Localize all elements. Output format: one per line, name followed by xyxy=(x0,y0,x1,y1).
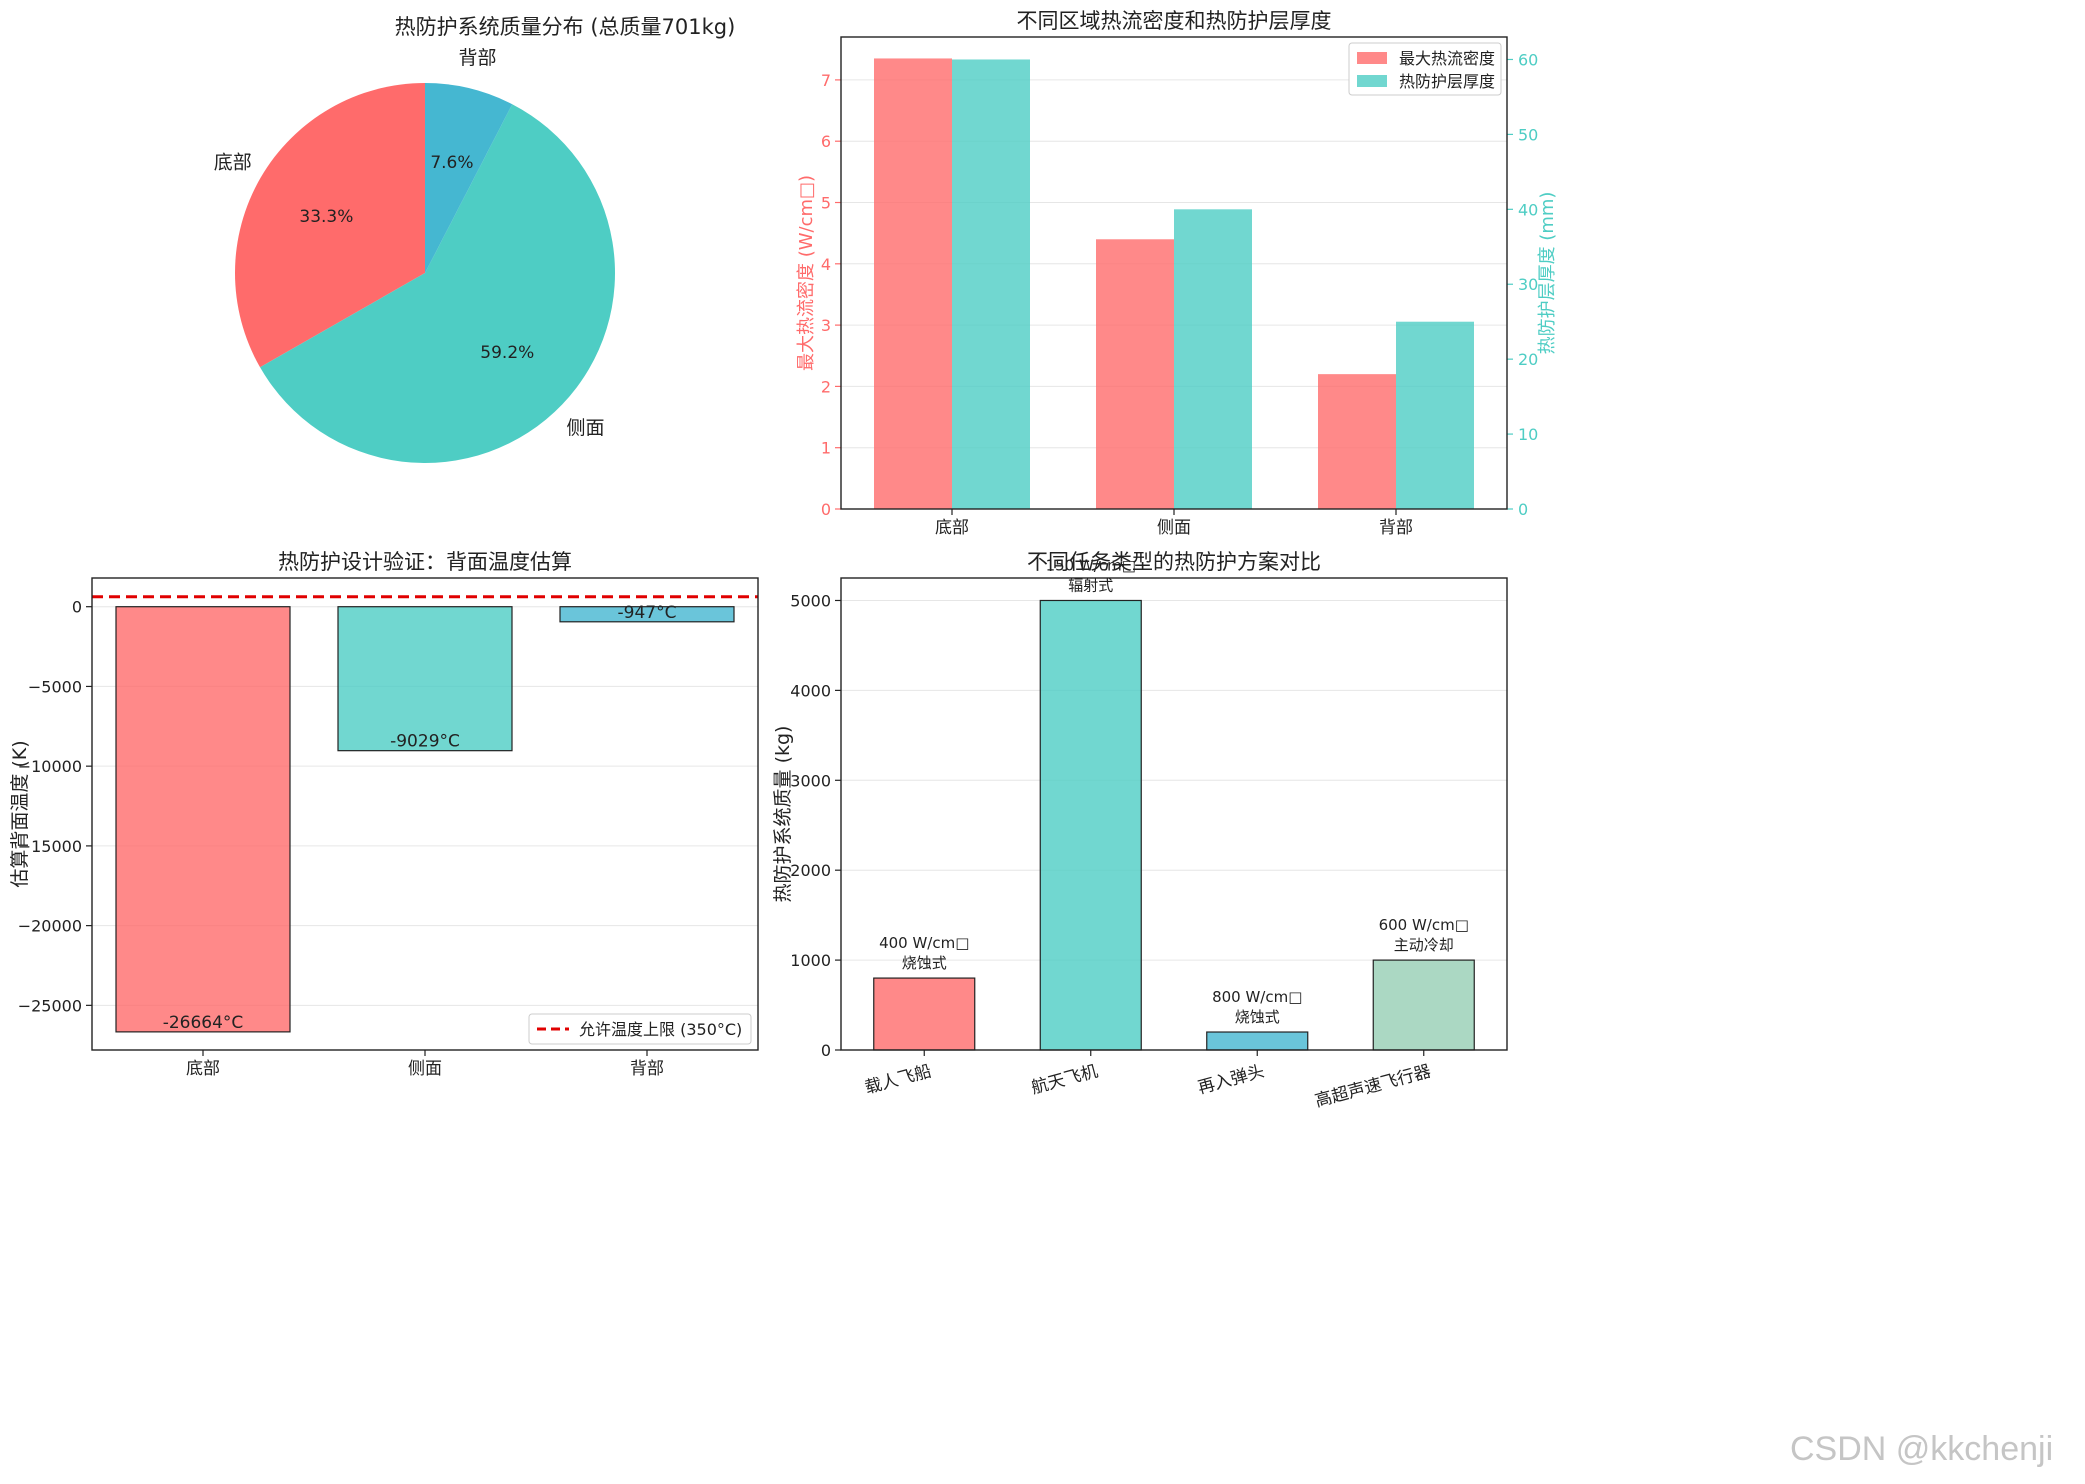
y-tick-label: 0 xyxy=(821,1041,831,1060)
pie-category-label: 背部 xyxy=(459,47,497,69)
bar-thickness xyxy=(1396,321,1474,509)
bar-annotation-method: 辐射式 xyxy=(1068,576,1113,594)
legend-box xyxy=(528,1013,752,1045)
y2-tick-label: 40 xyxy=(1518,200,1538,219)
y-tick-label: −15000 xyxy=(18,837,82,856)
y2-tick-label: 20 xyxy=(1518,350,1538,369)
bar-value-label: -947°C xyxy=(618,603,677,623)
x-tick-label: 底部 xyxy=(186,1059,220,1079)
bar-annotation-heatflux: 600 W/cm□ xyxy=(1379,916,1469,934)
y-axis-label: 热防护系统质量 (kg) xyxy=(772,726,794,903)
y-tick-label: −25000 xyxy=(18,996,82,1015)
y2-tick-label: 50 xyxy=(1518,125,1538,144)
y2-tick-label: 30 xyxy=(1518,275,1538,294)
bar-thickness xyxy=(1174,209,1252,510)
pie-slice xyxy=(260,104,616,464)
watermark-text: CSDN @kkchenji xyxy=(1790,1430,2054,1468)
chart-title: 热防护设计验证：背面温度估算 xyxy=(278,550,572,574)
pie-category-label: 侧面 xyxy=(566,417,604,439)
pie-slice xyxy=(425,83,513,273)
y-tick-label: 1000 xyxy=(790,951,831,970)
pie-chart-panel: 热防护系统质量分布 (总质量701kg) 底部 33.3% 侧面 59.2% 背部 7.6% xyxy=(214,15,736,464)
plot-frame xyxy=(91,577,759,1051)
pie-slice xyxy=(234,83,425,368)
mass-bar xyxy=(1372,959,1475,1051)
y-tick-label: −20000 xyxy=(18,917,82,936)
x-tick-label: 背部 xyxy=(630,1059,664,1079)
bar-value-label: -9029°C xyxy=(390,732,460,752)
legend-swatch xyxy=(1357,75,1387,87)
bar-annotation-method: 主动冷却 xyxy=(1394,936,1454,954)
y-tick-label: −5000 xyxy=(28,677,82,696)
mass-bar xyxy=(873,977,976,1051)
x-tick-label: 背部 xyxy=(1379,518,1413,538)
bar-heatflux xyxy=(1096,239,1174,510)
chart-title: 不同区域热流密度和热防护层厚度 xyxy=(1017,9,1332,33)
y-tick-label: 7 xyxy=(821,71,831,90)
y2-tick-label: 60 xyxy=(1518,50,1538,69)
temperature-bar xyxy=(337,606,513,752)
y2-tick-label: 0 xyxy=(1518,500,1528,519)
temperature-bar xyxy=(115,606,291,1033)
legend-label: 最大热流密度 xyxy=(1399,49,1495,68)
mass-bar xyxy=(1206,1031,1309,1051)
pie-percent-label: 7.6% xyxy=(430,153,473,173)
bar-annotation-heatflux: 150 W/cm□ xyxy=(1046,556,1136,574)
y-tick-label: 3 xyxy=(821,316,831,335)
y-tick-label: 2 xyxy=(821,377,831,396)
x-tick-label: 侧面 xyxy=(408,1059,442,1079)
legend-swatch xyxy=(1357,52,1387,64)
backside-temperature-panel: 热防护设计验证：背面温度估算 0 −5000 −10000 −15000 −20000 −2… xyxy=(9,550,759,1079)
pie-percent-label: 33.3% xyxy=(299,207,353,227)
bar-annotation-heatflux: 400 W/cm□ xyxy=(879,934,969,952)
y-tick-label: 5 xyxy=(821,194,831,213)
x-tick-label: 底部 xyxy=(935,518,969,538)
legend-label: 允许温度上限 (350°C) xyxy=(579,1020,742,1039)
y2-axis-label: 热防护层厚度 (mm) xyxy=(1537,192,1558,355)
bar-value-label: -26664°C xyxy=(163,1013,244,1033)
plot-frame xyxy=(840,36,1508,510)
bar-annotation-method: 烧蚀式 xyxy=(902,954,947,972)
y-tick-label: 4000 xyxy=(790,681,831,700)
chart-title: 不同任务类型的热防护方案对比 xyxy=(1027,550,1321,574)
pie-percent-label: 59.2% xyxy=(480,343,534,363)
chart-title: 热防护系统质量分布 (总质量701kg) xyxy=(395,15,736,39)
y-axis-label: 估算背面温度 (K) xyxy=(9,740,31,887)
y-tick-label: −10000 xyxy=(18,757,82,776)
bar-annotation-method: 烧蚀式 xyxy=(1235,1008,1280,1026)
y-tick-label: 4 xyxy=(821,255,831,274)
pie-category-label: 底部 xyxy=(214,151,252,173)
y-tick-label: 0 xyxy=(72,598,82,617)
y-tick-label: 5000 xyxy=(790,591,831,610)
y-tick-label: 3000 xyxy=(790,771,831,790)
temperature-bar xyxy=(559,606,735,623)
y-tick-label: 6 xyxy=(821,132,831,151)
y2-tick-label: 10 xyxy=(1518,425,1538,444)
legend-label: 热防护层厚度 xyxy=(1399,72,1495,91)
x-tick-label: 侧面 xyxy=(1157,518,1191,538)
bar-heatflux xyxy=(874,58,952,510)
bar-annotation-heatflux: 800 W/cm□ xyxy=(1212,988,1302,1006)
plot-frame xyxy=(840,577,1508,1051)
y-axis-label: 最大热流密度 (W/cm□) xyxy=(796,175,817,371)
y-tick-label: 2000 xyxy=(790,861,831,880)
y-tick-label: 0 xyxy=(821,500,831,519)
heatflux-thickness-panel: 不同区域热流密度和热防护层厚度 0 1 2 3 4 5 6 7 0 10 20 30 40 50 60 底部 侧面… xyxy=(796,9,1558,538)
bar-thickness xyxy=(952,59,1030,509)
mass-bar xyxy=(1039,599,1142,1051)
y-tick-label: 1 xyxy=(821,439,831,458)
bar-heatflux xyxy=(1318,374,1396,509)
